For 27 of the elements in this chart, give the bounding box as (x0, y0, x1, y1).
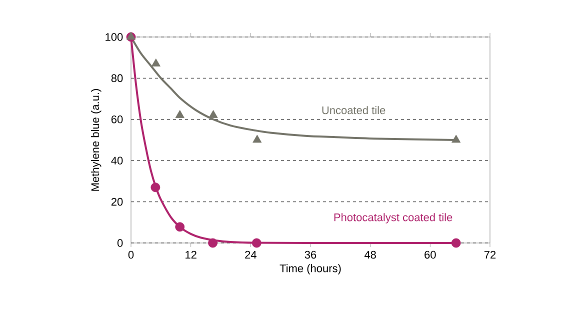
point (175, 222, 185, 232)
y-axis-title: Methylene blue (a.u.) (91, 89, 102, 191)
x-tick-label: 72 (484, 250, 496, 259)
point (208, 238, 218, 248)
point (451, 238, 461, 248)
y-tick-label: 0 (117, 239, 123, 247)
point (452, 134, 461, 143)
point (252, 238, 262, 248)
annotation: Photocatalyst coated tile (334, 213, 452, 224)
x-tick-label: 12 (186, 250, 196, 259)
y-tick-label: 40 (111, 156, 123, 164)
point (151, 58, 160, 66)
point (208, 110, 218, 118)
x-tick-label: 48 (364, 250, 376, 259)
point (150, 182, 160, 192)
y-tick-label: 80 (111, 74, 123, 82)
point (252, 134, 262, 143)
y-tick-label: 20 (111, 198, 123, 206)
x-tick-label: 0 (128, 250, 134, 259)
point (175, 110, 184, 118)
x-axis-title: Time (hours) (280, 264, 341, 274)
x-tick-label: 60 (424, 250, 436, 259)
x-tick-label: 36 (304, 250, 316, 259)
y-tick-label: 100 (106, 33, 123, 41)
y-tick-label: 60 (111, 116, 123, 124)
x-tick-label: 24 (245, 250, 256, 259)
annotation: Uncoated tile (322, 106, 386, 114)
